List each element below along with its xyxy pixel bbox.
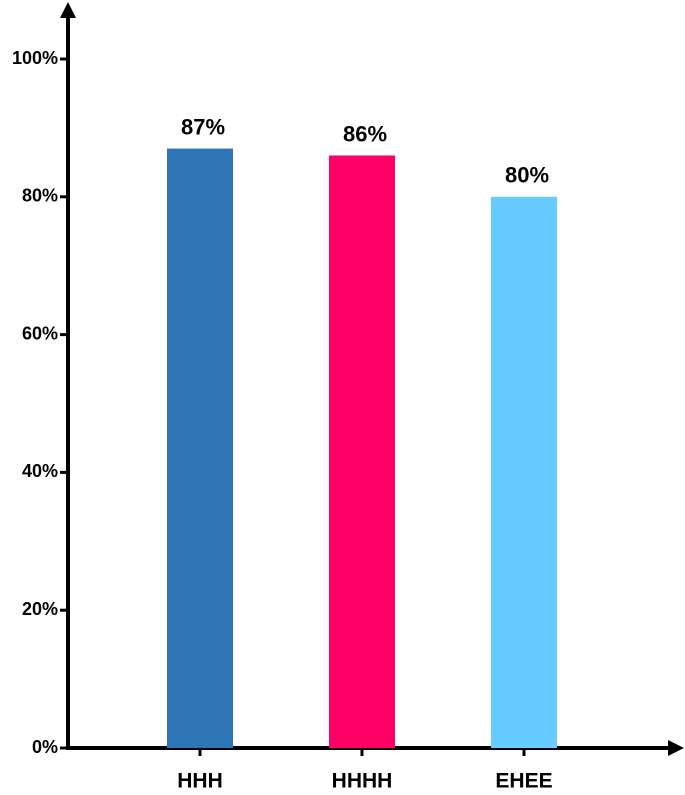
x-axis-arrow: [668, 740, 684, 756]
bar: [167, 148, 233, 748]
x-tick-label: HHH: [177, 770, 223, 793]
value-label: 87%: [181, 114, 225, 139]
bar: [491, 196, 557, 749]
value-label: 86%: [343, 121, 387, 146]
x-tick-label: EHEE: [495, 770, 552, 793]
x-tick-label: HHHH: [332, 770, 393, 793]
y-tick-label: 80%: [22, 186, 58, 206]
y-tick-label: 100%: [12, 48, 58, 68]
y-tick-label: 0%: [32, 737, 58, 757]
value-label: 80%: [505, 163, 549, 188]
bar: [329, 155, 395, 748]
y-tick-label: 40%: [22, 461, 58, 481]
y-tick-label: 60%: [22, 323, 58, 343]
y-tick-label: 20%: [22, 599, 58, 619]
y-axis-arrow: [60, 2, 76, 18]
